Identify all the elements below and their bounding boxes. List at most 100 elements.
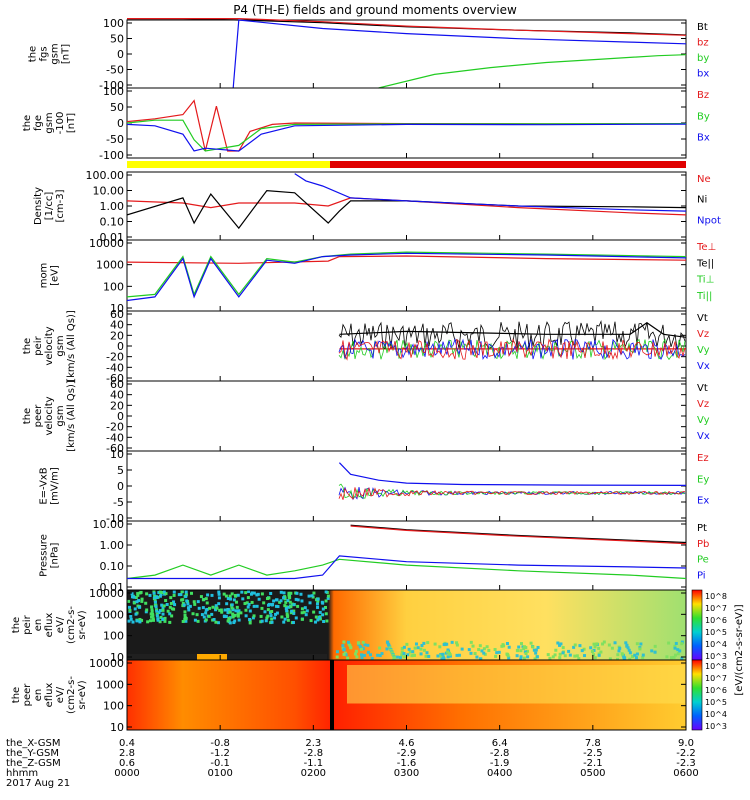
spectrogram-cell	[674, 653, 678, 657]
spectrogram-cell	[358, 644, 362, 648]
spectrogram-cell	[230, 606, 234, 610]
region-bar-red	[330, 161, 686, 168]
spectrogram-cell	[156, 618, 160, 622]
spectrogram-cell	[267, 596, 271, 600]
spectrogram-cell	[252, 614, 256, 618]
y-axis-label-line: eflux	[44, 613, 55, 638]
colorbar-tick: 10^3	[705, 652, 727, 661]
spectrogram-cell	[485, 645, 489, 649]
spectrogram-cell	[214, 604, 218, 608]
spectrogram-cell	[448, 653, 452, 657]
spectrogram-cell	[286, 599, 290, 603]
spectrogram-cell	[678, 649, 682, 653]
spectrogram-cell	[344, 653, 348, 657]
spectrogram-cell	[290, 602, 294, 606]
spectrogram-cell	[410, 654, 414, 658]
series-line-Tb	[126, 252, 687, 302]
spectrogram-cell	[282, 620, 286, 624]
spectrogram-cell	[380, 652, 384, 656]
legend-entry: by	[697, 53, 709, 64]
spectrogram-cell	[158, 609, 162, 613]
spectrogram-cell	[416, 646, 420, 650]
spectrogram-cell	[207, 614, 211, 618]
spectrogram-cell	[169, 596, 173, 600]
spectrogram-cell	[184, 616, 188, 620]
spectrogram-cell	[289, 605, 293, 609]
spectrogram-cell	[284, 605, 288, 609]
spectrogram-cell	[181, 619, 185, 623]
spectrogram-cell	[168, 612, 172, 616]
legend-entry: Ni	[697, 195, 707, 206]
spectrogram-cell	[634, 656, 638, 660]
spectrogram-cell	[282, 596, 286, 600]
spectrogram-cell	[158, 594, 162, 598]
spectrogram-cell	[129, 617, 133, 621]
spectrogram-cell	[323, 606, 327, 610]
series-line-Ex	[338, 462, 687, 486]
spectrogram-cell	[173, 603, 177, 607]
spectrogram-cell	[132, 601, 136, 605]
spectrogram-cell	[285, 613, 289, 617]
spectrogram-cell	[473, 652, 477, 656]
spectrogram-cell	[422, 648, 426, 652]
spectrogram-cell	[475, 655, 479, 659]
y-axis-label-line: peir	[33, 335, 44, 355]
colorbar-tick: 10^5	[705, 698, 727, 707]
spectrogram-cell	[224, 594, 228, 598]
spectrogram-cell	[592, 648, 596, 652]
spectrogram-cell	[184, 593, 188, 597]
spectrogram-cell	[515, 648, 519, 652]
spectrogram-cell	[272, 599, 276, 603]
spectrogram-cell	[500, 644, 504, 648]
spectrogram-cell	[315, 602, 319, 606]
legend-entry: Vt	[697, 313, 708, 324]
noise-trace	[338, 338, 686, 361]
spectrogram-cell	[153, 600, 157, 604]
spectrogram-cell	[316, 597, 320, 601]
legend-entry: Ex	[697, 496, 709, 507]
y-axis-label-line: [eV]	[50, 265, 61, 286]
spectrogram-cell	[597, 646, 601, 650]
footer-value: -1.6	[397, 758, 417, 769]
legend-entry: bx	[697, 69, 709, 80]
y-axis-label-line: fge	[33, 115, 44, 131]
y-axis-label-line: velocity	[44, 396, 55, 435]
footer-value: 0500	[580, 768, 605, 779]
spectrogram-cell	[402, 645, 406, 649]
spectrogram-cell	[526, 649, 530, 653]
spectrogram-cell	[144, 610, 148, 614]
spectrogram-cell	[561, 646, 565, 650]
spectrogram-cell	[405, 642, 409, 646]
spectrogram-cell	[195, 613, 199, 617]
legend-entry: Vz	[697, 399, 709, 410]
panel-pressure: 10.00 1.00 0.10 0.01 Pressure [nPa] Pt Pb Pe Pi	[39, 518, 710, 594]
spectrogram-cell	[303, 606, 307, 610]
legend-entry: Bz	[697, 90, 709, 101]
spectrogram-cell	[425, 651, 429, 655]
spectrogram-cell	[250, 591, 254, 595]
legend-entry: Vy	[697, 345, 710, 356]
y-axis-label-line: [cm-3]	[55, 189, 66, 222]
y-tick-label: -40	[106, 431, 124, 444]
spectrogram-cell	[162, 590, 166, 594]
spectrogram-cell	[204, 608, 208, 612]
spectrogram-cell	[184, 595, 188, 599]
y-tick-label: 0	[117, 340, 124, 353]
spectrogram-cell	[314, 615, 318, 619]
panel-density: 100.00 10.00 1.00 0.10 0.01 Density [1/cc] [cm-…	[33, 169, 721, 244]
spectrogram-cell	[389, 648, 393, 652]
spectrogram-cell	[310, 594, 314, 598]
spectrogram-cell	[201, 606, 205, 610]
y-axis-label-line: gsm	[44, 112, 55, 133]
y-axis-label-line: the	[22, 408, 33, 424]
spectrogram-cell	[438, 645, 442, 649]
plot-title: P4 (TH-E) fields and ground moments over…	[233, 3, 517, 17]
spectrogram-cell	[231, 615, 235, 619]
spectrogram-cell	[433, 642, 437, 646]
spectrogram-cell	[161, 606, 165, 610]
spectrogram-cell	[259, 614, 263, 618]
spectrogram-cell	[234, 609, 238, 613]
legend-entry: Vx	[697, 431, 710, 442]
